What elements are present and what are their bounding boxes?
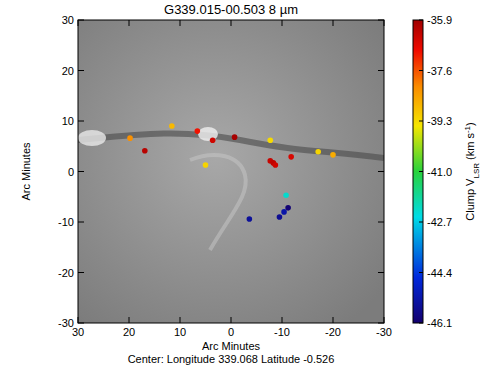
y-tick — [378, 20, 384, 21]
y-tick-label: 30 — [62, 14, 74, 26]
x-tick — [78, 20, 79, 26]
clump — [273, 162, 279, 168]
clump — [247, 216, 253, 222]
colorbar-tick — [419, 20, 423, 21]
y-axis-label: Arc Minutes — [20, 142, 32, 201]
x-axis-label: Arc Minutes — [202, 340, 261, 352]
x-tick-label: -20 — [325, 326, 341, 338]
image-area — [78, 20, 384, 323]
y-tick-label: -20 — [58, 267, 74, 279]
colorbar-tick-label: -41.0 — [427, 166, 452, 178]
clump — [330, 152, 336, 158]
colorbar-tick — [419, 171, 423, 172]
x-tick-label: 0 — [228, 326, 234, 338]
x-tick-label: 20 — [123, 326, 135, 338]
colorbar-tick-label: -46.1 — [427, 317, 452, 329]
y-tick — [78, 171, 84, 172]
y-tick — [378, 272, 384, 273]
x-tick-label: 10 — [174, 326, 186, 338]
x-tick — [129, 20, 130, 26]
x-tick — [129, 317, 130, 323]
bright-rim — [190, 155, 246, 250]
colorbar-tick-label: -39.3 — [427, 115, 452, 127]
clump — [203, 162, 209, 168]
x-tick-label: -10 — [274, 326, 290, 338]
colorbar-label-part: Clump V — [464, 178, 476, 221]
x-tick — [180, 317, 181, 323]
x-tick — [384, 20, 385, 26]
clump — [288, 154, 294, 160]
colorbar-label: Clump VLSR (km s-1) — [463, 122, 481, 221]
y-tick — [78, 272, 84, 273]
y-tick — [378, 323, 384, 324]
clump — [195, 128, 201, 134]
colorbar-tick — [419, 121, 423, 122]
y-tick — [78, 323, 84, 324]
colorbar-tick — [419, 272, 423, 273]
clump — [283, 192, 289, 198]
x-tick — [180, 20, 181, 26]
x-tick — [384, 317, 385, 323]
y-tick-label: 0 — [68, 166, 74, 178]
colorbar-label-part: LSR — [472, 163, 481, 179]
x-tick — [231, 20, 232, 26]
colorbar-tick — [419, 70, 423, 71]
background-image — [78, 20, 384, 323]
y-tick-label: -10 — [58, 216, 74, 228]
clump — [127, 135, 133, 141]
colorbar-label-part: ) — [464, 122, 476, 126]
clump — [232, 134, 238, 140]
clump — [210, 137, 216, 143]
colorbar-tick-label: -37.6 — [427, 65, 452, 77]
clump — [169, 123, 175, 129]
colorbar-tick-label: -44.4 — [427, 267, 452, 279]
colorbar — [413, 20, 423, 323]
y-tick — [378, 70, 384, 71]
title: G339.015-00.503 8 µm — [164, 2, 298, 17]
clump — [267, 137, 273, 143]
annotation: Center: Longitude 339.068 Latitude -0.52… — [128, 353, 335, 365]
frame — [78, 20, 384, 323]
x-tick — [282, 20, 283, 26]
clump — [277, 214, 283, 220]
colorbar-tick-label: -42.7 — [427, 216, 452, 228]
clump — [315, 149, 321, 155]
clump — [281, 209, 287, 215]
clump — [285, 205, 291, 211]
x-tick — [78, 317, 79, 323]
x-tick — [282, 317, 283, 323]
y-tick — [378, 222, 384, 223]
y-tick — [78, 20, 84, 21]
y-tick — [78, 222, 84, 223]
filament — [78, 133, 384, 158]
y-tick-label: 10 — [62, 115, 74, 127]
x-tick — [231, 317, 232, 323]
y-tick — [78, 70, 84, 71]
clump — [142, 148, 148, 154]
x-tick — [333, 317, 334, 323]
x-tick-label: -30 — [376, 326, 392, 338]
colorbar-tick — [419, 222, 423, 223]
bright-region — [78, 130, 106, 146]
colorbar-tick-label: -35.9 — [427, 14, 452, 26]
chart: 3020100-10-20-30-30-20-100102030G339.015… — [0, 0, 488, 375]
colorbar-label-part: (km s — [464, 133, 476, 163]
y-tick — [378, 121, 384, 122]
y-tick — [378, 171, 384, 172]
colorbar-tick — [419, 323, 423, 324]
y-tick-label: -30 — [58, 317, 74, 329]
y-tick-label: 20 — [62, 65, 74, 77]
x-tick — [333, 20, 334, 26]
y-tick — [78, 121, 84, 122]
points — [127, 123, 336, 222]
